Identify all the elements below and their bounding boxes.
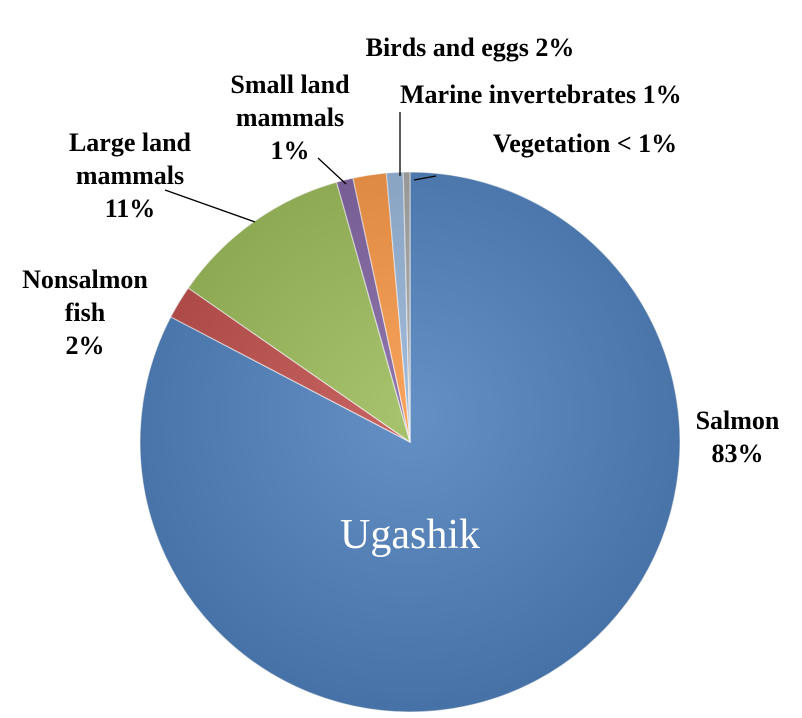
category-label: Large land mammals (68, 128, 192, 190)
leader-line (164, 189, 256, 223)
value-label: 1% (270, 136, 310, 165)
value-label: 11% (104, 194, 156, 223)
category-label: Marine invertebrates (400, 80, 637, 109)
value-label: 1% (642, 80, 682, 109)
category-label: Small land mammals (230, 70, 350, 132)
category-label: Salmon (695, 406, 780, 435)
category-label: Nonsalmon fish (22, 265, 148, 327)
slice-label: Marine invertebrates 1% (400, 78, 760, 111)
slice-label: Small land mammals 1% (205, 68, 375, 167)
category-label: Vegetation (492, 129, 611, 158)
slice-label: Nonsalmon fish 2% (5, 263, 165, 362)
slice-label: Large land mammals 11% (45, 126, 215, 225)
value-label: 2% (535, 33, 575, 62)
value-label: 2% (65, 331, 105, 360)
chart-title: Ugashik (340, 512, 480, 558)
slice-label: Vegetation < 1% (455, 127, 715, 160)
leader-line (317, 157, 347, 185)
value-label: < 1% (616, 129, 678, 158)
category-label: Birds and eggs (365, 33, 529, 62)
slice-label: Birds and eggs 2% (320, 31, 620, 64)
leader-line (413, 175, 437, 181)
slice-label: Salmon 83% (675, 404, 800, 470)
value-label: 83% (711, 439, 764, 468)
